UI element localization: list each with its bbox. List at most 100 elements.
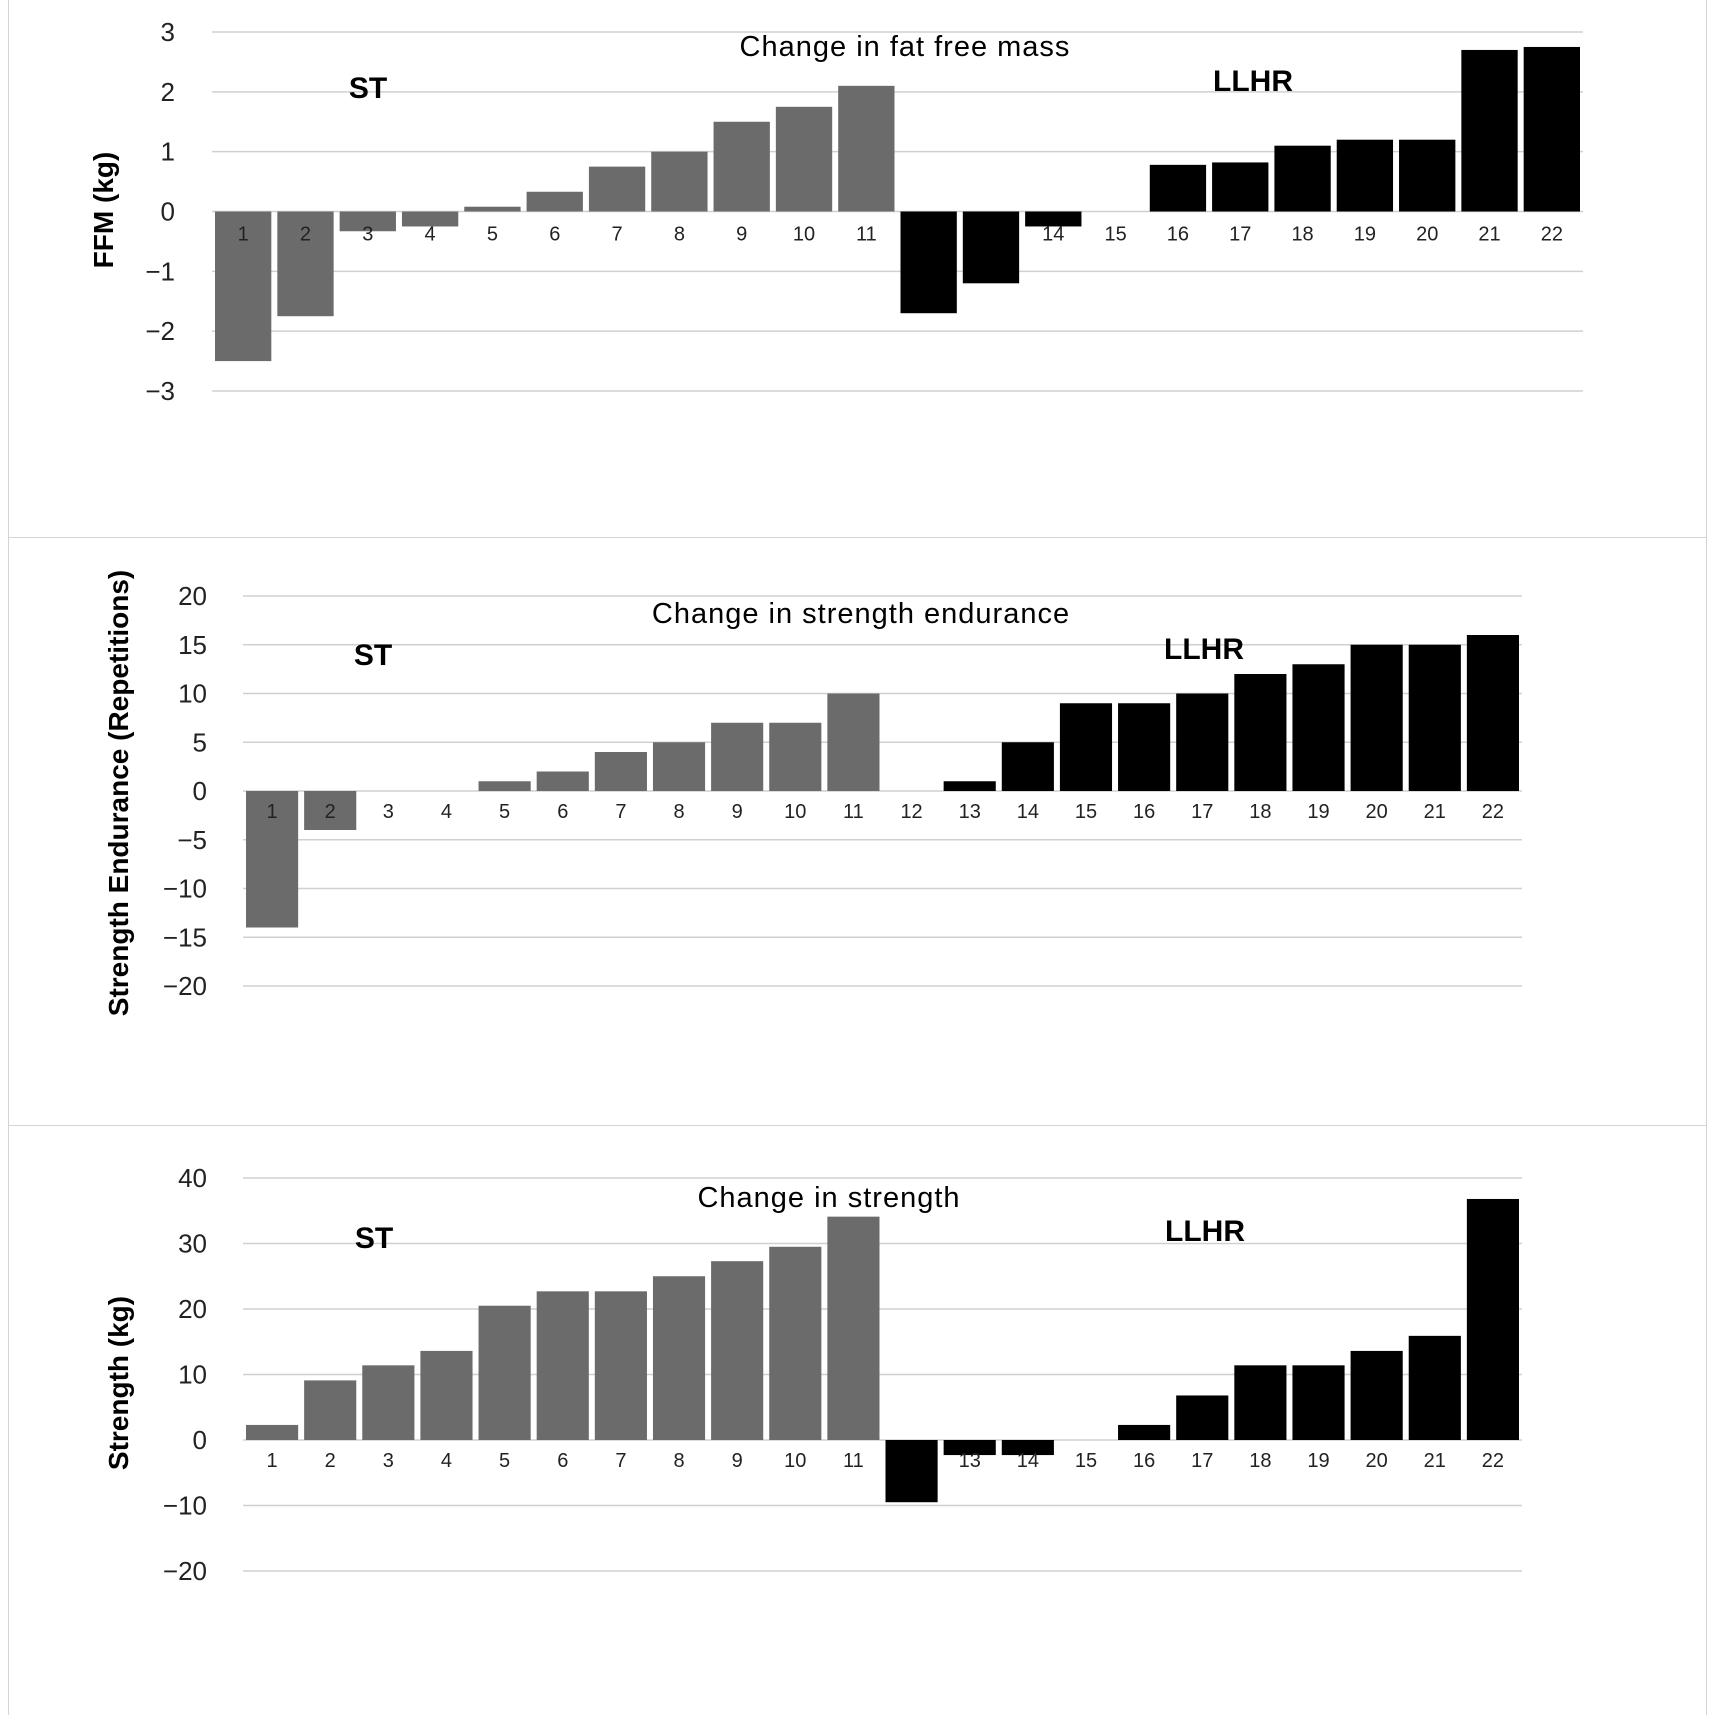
bar-9 (711, 722, 764, 791)
x-tick-label: 20 (1366, 801, 1388, 823)
x-tick-label: 17 (1191, 1450, 1213, 1472)
bar-1 (246, 1424, 299, 1440)
bar-12 (885, 1440, 938, 1503)
x-tick-label: 15 (1075, 801, 1097, 823)
x-tick-label: 10 (784, 801, 806, 823)
y-tick-label: 0 (193, 776, 207, 806)
x-tick-label: 13 (959, 1450, 981, 1472)
x-tick-label: 21 (1424, 801, 1446, 823)
x-tick-label: 6 (557, 1450, 568, 1472)
bar-13 (943, 781, 996, 791)
y-tick-label: −5 (177, 825, 207, 855)
bar-11 (827, 1216, 880, 1440)
x-tick-label: 9 (736, 224, 747, 246)
x-tick-label: 21 (1424, 1450, 1446, 1472)
bar-19 (1292, 1365, 1345, 1440)
group-label-st: ST (349, 72, 387, 105)
bar-10 (769, 1246, 822, 1440)
y-tick-label: 0 (193, 1425, 207, 1455)
x-tick-label: 21 (1478, 224, 1500, 246)
bar-4 (401, 211, 459, 227)
bar-19 (1292, 664, 1345, 791)
x-tick-label: 18 (1249, 1450, 1271, 1472)
y-tick-label: 1 (161, 137, 175, 167)
x-tick-label: 15 (1104, 224, 1126, 246)
x-tick-label: 14 (1042, 224, 1064, 246)
bar-21 (1408, 1335, 1461, 1440)
x-tick-label: 4 (441, 801, 452, 823)
x-tick-label: 6 (557, 801, 568, 823)
x-tick-label: 5 (499, 1450, 510, 1472)
x-tick-label: 8 (673, 1450, 684, 1472)
x-tick-label: 3 (362, 224, 373, 246)
bar-3 (362, 1365, 415, 1440)
x-tick-label: 22 (1482, 1450, 1504, 1472)
x-tick-label: 9 (732, 801, 743, 823)
bar-6 (536, 771, 589, 791)
y-tick-label: 15 (178, 630, 207, 660)
bar-17 (1176, 693, 1229, 791)
bar-6 (536, 1291, 589, 1440)
y-axis-label: Strength Endurance (Repetitions) (103, 570, 134, 1016)
group-label-llhr: LLHR (1213, 65, 1293, 98)
bar-2 (304, 1380, 357, 1440)
x-tick-label: 2 (325, 801, 336, 823)
x-tick-label: 8 (674, 224, 685, 246)
x-tick-label: 19 (1307, 1450, 1329, 1472)
x-tick-label: 11 (843, 1450, 864, 1472)
x-tick-label: 22 (1541, 224, 1563, 246)
bar-18 (1234, 674, 1287, 791)
bar-20 (1399, 139, 1456, 212)
bar-22 (1466, 1198, 1519, 1440)
x-tick-label: 10 (784, 1450, 806, 1472)
y-tick-label: −2 (145, 316, 175, 346)
x-tick-label: 14 (1017, 801, 1039, 823)
bar-22 (1466, 635, 1519, 791)
bar-9 (713, 121, 770, 212)
bar-14 (1025, 211, 1082, 227)
bar-5 (464, 206, 521, 212)
bar-7 (588, 166, 646, 212)
x-tick-label: 17 (1191, 801, 1213, 823)
bar-12 (900, 211, 957, 314)
x-tick-label: 6 (549, 224, 560, 246)
x-tick-label: 3 (383, 801, 394, 823)
bar-8 (652, 742, 706, 791)
x-tick-label: 19 (1354, 224, 1376, 246)
x-tick-label: 22 (1482, 801, 1504, 823)
y-tick-label: 20 (178, 1294, 207, 1324)
bar-14 (1001, 1440, 1054, 1456)
bar-7 (594, 752, 647, 791)
x-tick-label: 17 (1229, 224, 1251, 246)
x-tick-label: 19 (1307, 801, 1329, 823)
bar-17 (1212, 162, 1269, 212)
y-axis-label: FFM (kg) (88, 152, 119, 269)
x-tick-label: 5 (499, 801, 510, 823)
y-tick-label: 20 (178, 581, 207, 611)
bar-15 (1059, 703, 1113, 791)
y-tick-label: −1 (145, 256, 175, 286)
y-tick-label: 40 (178, 1163, 207, 1193)
bar-14 (1001, 742, 1054, 791)
x-tick-label: 11 (843, 801, 864, 823)
x-tick-label: 15 (1075, 1450, 1097, 1472)
bar-11 (838, 85, 895, 212)
chart-title: Change in strength endurance (652, 598, 1070, 630)
y-tick-label: −20 (163, 1556, 207, 1586)
group-label-llhr: LLHR (1165, 1215, 1245, 1248)
bar-5 (478, 781, 531, 791)
x-tick-label: 2 (300, 224, 311, 246)
y-tick-label: −3 (145, 376, 175, 406)
chart-title: Change in strength (697, 1182, 960, 1214)
x-tick-label: 3 (383, 1450, 394, 1472)
y-tick-label: 10 (178, 1360, 207, 1390)
x-tick-label: 11 (856, 224, 877, 246)
x-tick-label: 9 (732, 1450, 743, 1472)
x-tick-label: 7 (612, 224, 623, 246)
bar-2 (304, 791, 357, 830)
x-tick-label: 16 (1133, 801, 1155, 823)
bar-6 (526, 191, 583, 212)
